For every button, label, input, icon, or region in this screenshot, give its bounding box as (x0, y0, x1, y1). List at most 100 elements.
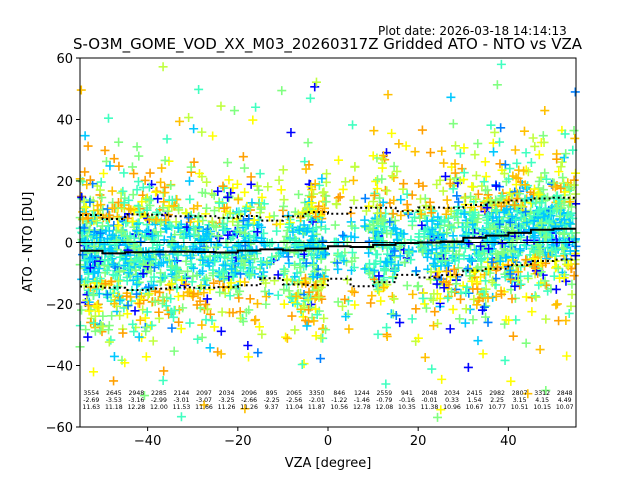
scatter-point (290, 260, 300, 270)
scatter-point (521, 338, 531, 348)
scatter-point (389, 246, 399, 256)
scatter-point (496, 193, 506, 203)
scatter-point (492, 80, 502, 90)
bin-std-label: 10.07 (556, 404, 574, 411)
scatter-point (136, 237, 146, 247)
scatter-point (229, 106, 239, 116)
scatter-point (511, 180, 521, 190)
bin-mean-label: -1.22 (331, 397, 347, 404)
scatter-point (294, 189, 304, 199)
scatter-point (114, 137, 124, 147)
scatter-point (189, 222, 199, 232)
scatter-point (388, 209, 398, 219)
scatter-point (505, 164, 515, 174)
scatter-point (555, 273, 565, 283)
scatter-point (519, 240, 529, 250)
scatter-point (152, 186, 162, 196)
scatter-point (202, 294, 212, 304)
scatter-point (557, 243, 567, 253)
scatter-point (536, 267, 546, 277)
scatter-point (158, 292, 168, 302)
scatter-point (390, 216, 400, 226)
scatter-point (240, 228, 250, 238)
scatter-point (241, 203, 251, 213)
bin-std-label: 10.51 (511, 404, 529, 411)
scatter-point (443, 241, 453, 251)
scatter-point (470, 228, 480, 238)
scatter-point (378, 151, 388, 161)
scatter-point (541, 385, 551, 395)
scatter-point (391, 224, 401, 234)
scatter-point (290, 325, 300, 335)
scatter-point (520, 217, 530, 227)
scatter-point (223, 230, 233, 240)
scatter-point (472, 217, 482, 227)
scatter-point (132, 226, 142, 236)
scatter-point (541, 314, 551, 324)
scatter-point (129, 233, 139, 243)
scatter-point (382, 228, 392, 238)
scatter-point (492, 206, 502, 216)
scatter-point (377, 216, 387, 226)
scatter-point (348, 175, 358, 185)
bin-count-label: 895 (266, 390, 278, 397)
scatter-point (295, 262, 305, 272)
scatter-point (135, 207, 145, 217)
bin-count-label: 2645 (106, 390, 122, 397)
scatter-point (160, 182, 170, 192)
bin-mean-label: -2.01 (309, 397, 325, 404)
scatter-point (476, 262, 486, 272)
scatter-point (305, 93, 315, 103)
bin-mean-label: -0.79 (376, 397, 392, 404)
scatter-point (335, 252, 345, 262)
scatter-point (291, 291, 301, 301)
scatter-point (487, 277, 497, 287)
scatter-point (102, 234, 112, 244)
scatter-point (129, 169, 139, 179)
scatter-point (279, 285, 289, 295)
scatter-point (495, 159, 505, 169)
scatter-point (221, 261, 231, 271)
scatter-point (233, 220, 243, 230)
scatter-point (339, 256, 349, 266)
scatter-point (193, 289, 203, 299)
scatter-point (391, 311, 401, 321)
scatter-point (83, 269, 93, 279)
scatter-point (97, 193, 107, 203)
scatter-point (529, 184, 539, 194)
scatter-point (188, 271, 198, 281)
scatter-point (160, 155, 170, 165)
scatter-point (382, 331, 392, 341)
scatter-point (261, 292, 271, 302)
scatter-point (79, 196, 89, 206)
scatter-point (496, 201, 506, 211)
scatter-point (130, 306, 140, 316)
bin-std-label: 11.63 (82, 404, 100, 411)
scatter-point (140, 175, 150, 185)
scatter-point (311, 304, 321, 314)
bin-count-label: 2848 (557, 390, 573, 397)
scatter-point (279, 299, 289, 309)
scatter-point (141, 326, 151, 336)
scatter-point (382, 249, 392, 259)
scatter-point (519, 166, 529, 176)
scatter-point (521, 255, 531, 265)
scatter-point (158, 375, 168, 385)
scatter-point (88, 290, 98, 300)
scatter-point (89, 241, 99, 251)
scatter-point (337, 250, 347, 260)
scatter-point (466, 192, 476, 202)
scatter-point (389, 266, 399, 276)
bin-count-label: 846 (333, 390, 345, 397)
scatter-point (531, 292, 541, 302)
scatter-point (84, 306, 94, 316)
scatter-point (192, 270, 202, 280)
scatter-point (444, 280, 454, 290)
scatter-point (307, 192, 317, 202)
scatter-point (530, 291, 540, 301)
scatter-point (419, 232, 429, 242)
scatter-point (537, 218, 547, 228)
scatter-point (413, 281, 423, 291)
scatter-point (436, 261, 446, 271)
scatter-point (532, 195, 542, 205)
